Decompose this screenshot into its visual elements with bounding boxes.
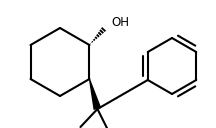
Text: OH: OH <box>111 15 129 29</box>
Polygon shape <box>89 79 101 110</box>
